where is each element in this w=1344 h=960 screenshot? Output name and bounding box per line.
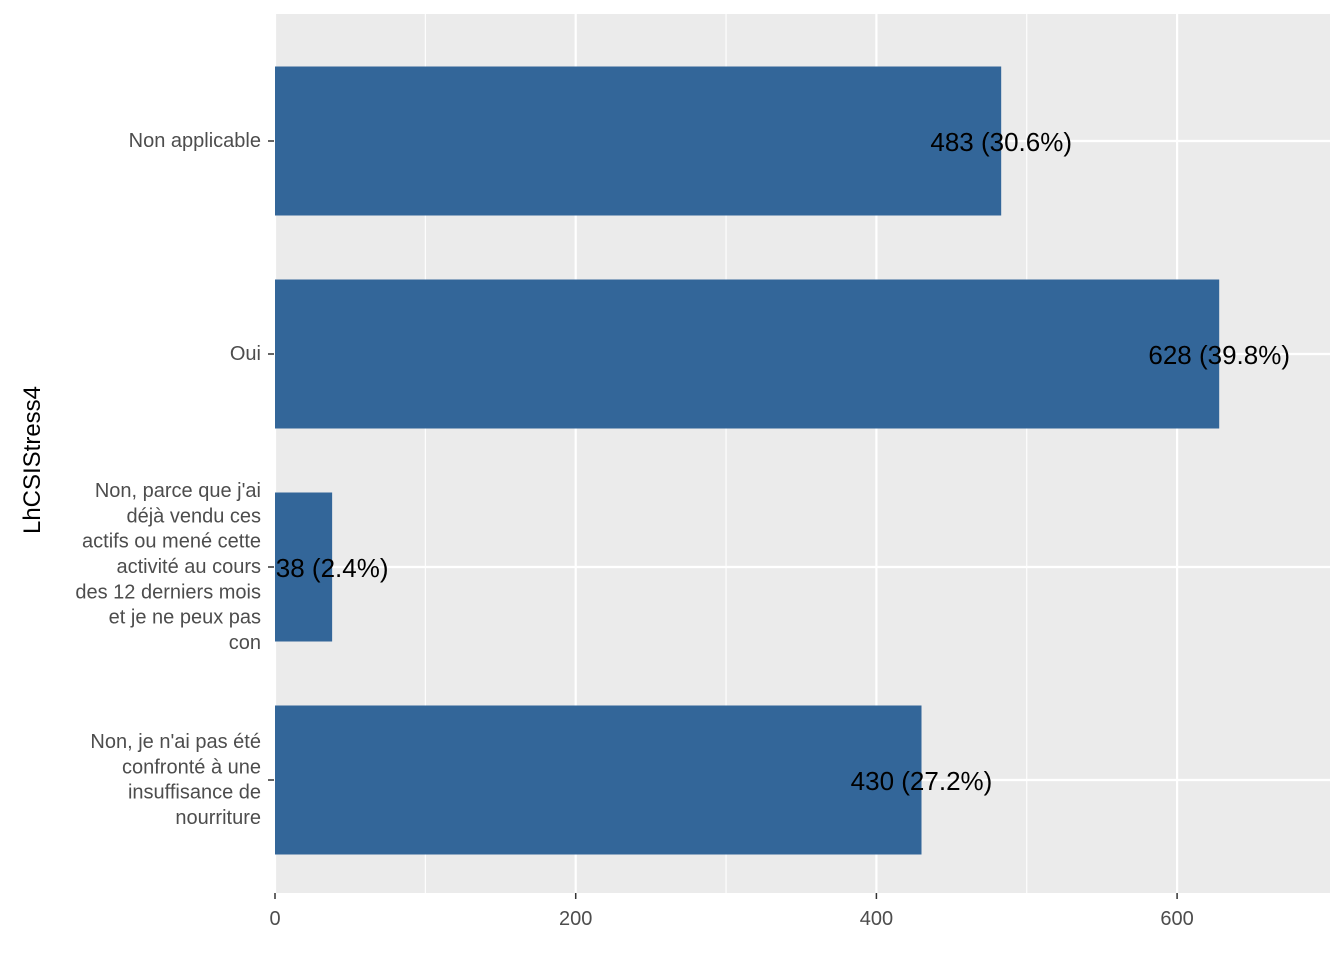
category-label: Non, parce que j'ai déjà vendu ces actifs … — [75, 480, 261, 654]
category-label-line: insuffisance de — [128, 782, 261, 804]
category-label-line: déjà vendu ces — [126, 505, 261, 527]
category-label-line: actifs ou mené cette — [82, 531, 261, 553]
bars — [275, 66, 1220, 855]
category-label: Non, je n'ai pas été confronté à une insuf… — [90, 731, 261, 829]
data-label: 430 (27.2%) — [851, 766, 993, 796]
bar — [275, 492, 333, 642]
category-label-line: con — [229, 632, 261, 654]
category-label-line: nourriture — [175, 807, 261, 829]
bar — [275, 705, 922, 855]
category-label-line: et je ne peux pas — [109, 607, 261, 629]
x-tick-label: 200 — [559, 908, 592, 930]
x-tick-label: 400 — [860, 908, 893, 930]
y-axis: Non applicable Oui Non, parce que j'ai déjà… — [75, 130, 274, 829]
category-label-line: confronté à une — [122, 756, 261, 778]
category-label-line: Non, parce que j'ai — [95, 480, 261, 502]
category-label-line: des 12 derniers mois — [75, 581, 261, 603]
x-axis: 0 200 400 600 — [269, 893, 1194, 930]
data-label: 483 (30.6%) — [930, 127, 1072, 157]
category-label-line: Oui — [230, 343, 261, 365]
category-label: Non applicable — [129, 130, 261, 152]
x-tick-label: 600 — [1160, 908, 1193, 930]
y-axis-title: LhCSIStress4 — [19, 386, 46, 534]
category-label-line: Non applicable — [129, 130, 261, 152]
category-label: Oui — [230, 343, 261, 365]
x-tick-label: 0 — [269, 908, 280, 930]
category-label-line: Non, je n'ai pas été — [90, 731, 261, 753]
bar — [275, 279, 1220, 429]
data-label: 38 (2.4%) — [276, 553, 389, 583]
data-labels: 483 (30.6%) 628 (39.8%) 38 (2.4%) 430 (27.2… — [276, 127, 1290, 796]
data-label: 628 (39.8%) — [1148, 340, 1290, 370]
category-label-line: activité au cours — [116, 556, 261, 578]
bar — [275, 66, 1002, 216]
